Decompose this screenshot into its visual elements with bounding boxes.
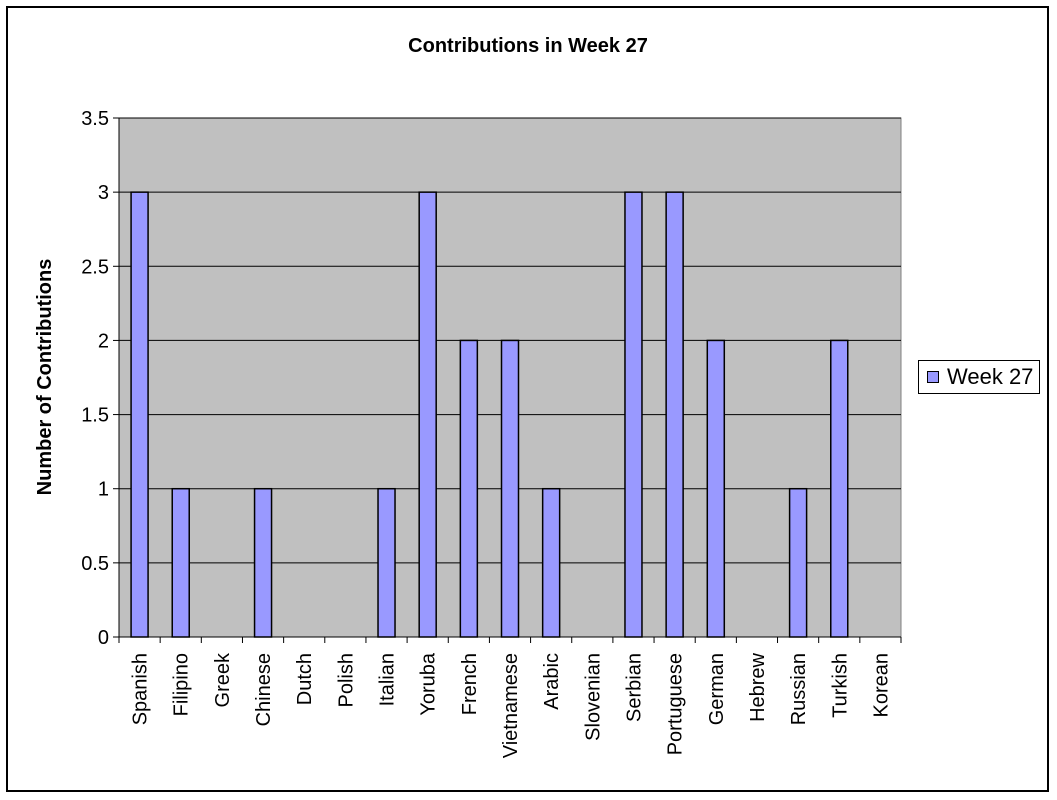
bar-filipino	[171, 487, 190, 638]
x-tick-label: Vietnamese	[500, 653, 522, 758]
y-tick-label: 0	[98, 627, 109, 649]
bar-french	[459, 339, 479, 638]
y-axis-label: Number of Contributions	[34, 259, 56, 496]
legend-label: Week 27	[947, 364, 1034, 389]
bar-italian	[377, 487, 396, 638]
chart-title: Contributions in Week 27	[408, 35, 648, 57]
y-tick-label: 3	[98, 182, 109, 204]
x-tick-label: Korean	[870, 653, 892, 718]
axes	[113, 117, 902, 643]
x-tick-label: Turkish	[829, 653, 851, 718]
x-tick-label: Russian	[788, 653, 810, 725]
bar-turkish	[830, 339, 849, 638]
bar-yoruba	[418, 191, 437, 638]
bar-arabic	[541, 487, 561, 638]
legend-swatch	[927, 371, 939, 383]
bar-portuguese	[665, 191, 684, 638]
bar-spanish	[130, 191, 149, 638]
y-tick-label: 1	[98, 479, 109, 501]
x-tick-label: Serbian	[623, 653, 645, 722]
bar-vietnamese	[500, 339, 520, 638]
x-tick-label: Yoruba	[418, 652, 440, 716]
y-tick-label: 0.5	[81, 553, 109, 575]
y-tick-label: 1.5	[81, 405, 109, 427]
x-tick-label: Chinese	[253, 653, 275, 726]
x-tick-label: Arabic	[541, 653, 563, 710]
x-tick-label: Slovenian	[582, 653, 604, 741]
x-tick-label: Portuguese	[665, 653, 687, 755]
y-tick-label: 2	[98, 330, 109, 352]
x-tick-label: French	[459, 653, 481, 715]
y-tick-label: 3.5	[81, 108, 109, 130]
x-tick-label: Spanish	[130, 653, 152, 725]
x-tick-label: Hebrew	[747, 652, 769, 721]
x-tick-label: Dutch	[294, 653, 316, 705]
x-tick-label: Greek	[212, 652, 234, 707]
bar-chinese	[253, 487, 273, 638]
bar-german	[706, 339, 726, 638]
y-tick-labels: 0 0.5 1 1.5 2 2.5 3 3.5	[81, 108, 109, 649]
x-tick-label: Polish	[335, 653, 357, 707]
x-tick-label: German	[706, 653, 728, 725]
legend: Week 27	[918, 360, 1040, 394]
bar-russian	[788, 487, 808, 638]
x-tick-labels: Spanish Filipino Greek Chinese Dutch Polish It…	[130, 652, 893, 758]
x-tick-label: Filipino	[171, 653, 193, 716]
bar-serbian	[624, 191, 643, 638]
bars	[130, 191, 849, 638]
y-tick-label: 2.5	[81, 256, 109, 278]
x-tick-label: Italian	[377, 653, 399, 706]
